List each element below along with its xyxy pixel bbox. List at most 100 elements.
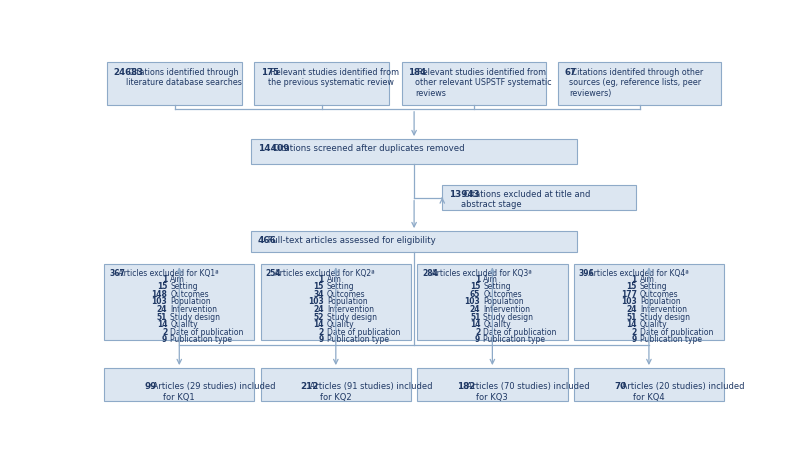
Text: Study design: Study design	[170, 312, 221, 321]
FancyBboxPatch shape	[417, 265, 567, 340]
Text: 14: 14	[469, 319, 480, 329]
Text: Population: Population	[170, 297, 211, 306]
Text: Citations identified through
literature database searches: Citations identified through literature …	[125, 67, 242, 87]
FancyBboxPatch shape	[104, 368, 255, 401]
Text: Citations excluded at title and
abstract stage: Citations excluded at title and abstract…	[461, 189, 590, 209]
Text: 254: 254	[266, 268, 281, 278]
Text: Intervention: Intervention	[483, 304, 530, 313]
Text: 9: 9	[632, 334, 637, 344]
Text: Articles (91 studies) included: Articles (91 studies) included	[308, 381, 433, 390]
Text: 9: 9	[162, 334, 167, 344]
Text: 24683: 24683	[113, 67, 144, 76]
Text: 14: 14	[626, 319, 637, 329]
Text: 24: 24	[157, 304, 167, 313]
Text: 396: 396	[579, 268, 595, 278]
Text: 148: 148	[151, 289, 167, 298]
Text: for KQ3: for KQ3	[477, 392, 508, 401]
Text: Publication type: Publication type	[640, 334, 702, 344]
Text: for KQ2: for KQ2	[320, 392, 351, 401]
Text: Citations identifed through other
sources (eg, reference lists, peer
reviewers): Citations identifed through other source…	[569, 67, 704, 97]
Text: Full-text articles assessed for eligibility: Full-text articles assessed for eligibil…	[265, 236, 436, 245]
Text: Citations screened after duplicates removed: Citations screened after duplicates remo…	[270, 144, 465, 153]
Text: 34: 34	[314, 289, 324, 298]
FancyBboxPatch shape	[402, 63, 545, 106]
Text: 15: 15	[470, 282, 480, 291]
Text: Outcomes: Outcomes	[326, 289, 365, 298]
Text: 9: 9	[318, 334, 324, 344]
Text: 184: 184	[408, 67, 426, 76]
Text: Aim: Aim	[483, 274, 499, 283]
Text: 9: 9	[475, 334, 480, 344]
Text: Setting: Setting	[326, 282, 355, 291]
Text: Date of publication: Date of publication	[483, 327, 557, 336]
Text: Outcomes: Outcomes	[640, 289, 679, 298]
Text: 2: 2	[162, 327, 167, 336]
Text: Outcomes: Outcomes	[483, 289, 522, 298]
Text: 212: 212	[300, 381, 318, 390]
FancyBboxPatch shape	[417, 368, 567, 401]
Text: Intervention: Intervention	[170, 304, 217, 313]
FancyBboxPatch shape	[574, 368, 724, 401]
Text: 24: 24	[314, 304, 324, 313]
Text: Population: Population	[483, 297, 524, 306]
Text: Intervention: Intervention	[640, 304, 687, 313]
Text: 1: 1	[632, 274, 637, 283]
FancyBboxPatch shape	[574, 265, 724, 340]
Text: Intervention: Intervention	[326, 304, 374, 313]
Text: 103: 103	[621, 297, 637, 306]
Text: Quality: Quality	[170, 319, 198, 329]
Text: 14: 14	[314, 319, 324, 329]
FancyBboxPatch shape	[251, 140, 577, 165]
Text: 466: 466	[258, 236, 276, 245]
Text: 51: 51	[626, 312, 637, 321]
FancyBboxPatch shape	[558, 63, 721, 106]
Text: 1: 1	[475, 274, 480, 283]
Text: Population: Population	[326, 297, 368, 306]
Text: 2: 2	[318, 327, 324, 336]
Text: Publication type: Publication type	[326, 334, 389, 344]
Text: 1: 1	[162, 274, 167, 283]
Text: Relevant studies identified from
the previous systematic review: Relevant studies identified from the pre…	[268, 67, 399, 87]
FancyBboxPatch shape	[104, 265, 255, 340]
FancyBboxPatch shape	[255, 63, 389, 106]
Text: 70: 70	[614, 381, 626, 390]
Text: Aim: Aim	[326, 274, 342, 283]
Text: 14: 14	[157, 319, 167, 329]
Text: 51: 51	[470, 312, 480, 321]
FancyBboxPatch shape	[442, 185, 637, 211]
Text: Setting: Setting	[640, 282, 667, 291]
Text: 67: 67	[564, 67, 577, 76]
Text: Aim: Aim	[170, 274, 185, 283]
Text: 175: 175	[261, 67, 279, 76]
Text: Date of publication: Date of publication	[170, 327, 244, 336]
Text: 1: 1	[318, 274, 324, 283]
Text: 2: 2	[632, 327, 637, 336]
FancyBboxPatch shape	[261, 368, 411, 401]
Text: 367: 367	[109, 268, 125, 278]
Text: 24: 24	[469, 304, 480, 313]
Text: Publication type: Publication type	[170, 334, 232, 344]
Text: 13943: 13943	[448, 189, 479, 198]
Text: 24: 24	[626, 304, 637, 313]
Text: 284: 284	[423, 268, 438, 278]
Text: 103: 103	[465, 297, 480, 306]
Text: Articles excluded for KQ2ª: Articles excluded for KQ2ª	[272, 268, 375, 278]
FancyBboxPatch shape	[261, 265, 411, 340]
Text: for KQ4: for KQ4	[633, 392, 665, 401]
Text: 182: 182	[457, 381, 475, 390]
Text: Quality: Quality	[326, 319, 355, 329]
Text: Setting: Setting	[483, 282, 511, 291]
Text: Articles (20 studies) included: Articles (20 studies) included	[620, 381, 745, 390]
FancyBboxPatch shape	[107, 63, 242, 106]
Text: Study design: Study design	[640, 312, 690, 321]
FancyBboxPatch shape	[251, 232, 577, 253]
Text: 15: 15	[314, 282, 324, 291]
Text: 52: 52	[314, 312, 324, 321]
Text: 103: 103	[152, 297, 167, 306]
Text: Setting: Setting	[170, 282, 198, 291]
Text: 51: 51	[157, 312, 167, 321]
Text: Publication type: Publication type	[483, 334, 545, 344]
Text: Relevant studies identified from
other relevant USPSTF systematic
reviews: Relevant studies identified from other r…	[415, 67, 552, 97]
Text: for KQ1: for KQ1	[163, 392, 195, 401]
Text: Articles excluded for KQ1ª: Articles excluded for KQ1ª	[116, 268, 218, 278]
